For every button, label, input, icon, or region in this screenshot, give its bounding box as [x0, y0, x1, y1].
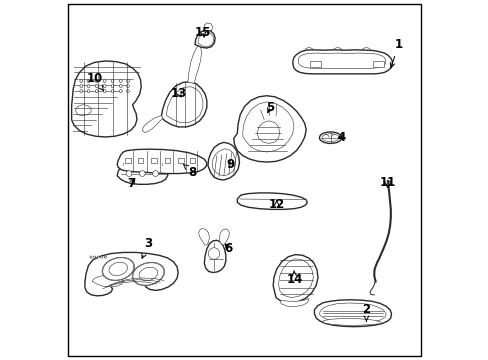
Polygon shape [273, 255, 317, 303]
Circle shape [103, 90, 106, 93]
Polygon shape [292, 50, 391, 74]
Circle shape [103, 85, 106, 87]
Circle shape [119, 85, 122, 87]
Circle shape [111, 90, 114, 93]
Polygon shape [195, 30, 215, 48]
Text: 11: 11 [379, 176, 395, 189]
Polygon shape [204, 240, 225, 273]
Circle shape [139, 171, 145, 176]
Bar [309, 60, 320, 67]
Text: 4: 4 [337, 131, 345, 144]
Polygon shape [75, 105, 91, 116]
Ellipse shape [132, 262, 164, 286]
Text: 12: 12 [268, 198, 285, 211]
Circle shape [126, 90, 129, 93]
Polygon shape [198, 32, 213, 46]
Ellipse shape [102, 258, 134, 280]
Text: 9: 9 [226, 158, 235, 171]
Circle shape [95, 85, 98, 87]
Circle shape [80, 90, 82, 93]
Polygon shape [166, 87, 203, 123]
Circle shape [119, 90, 122, 93]
Circle shape [111, 85, 114, 87]
Circle shape [208, 248, 219, 259]
Polygon shape [314, 300, 391, 327]
Polygon shape [142, 116, 163, 133]
Circle shape [93, 256, 96, 258]
Circle shape [87, 90, 90, 93]
Text: 7: 7 [127, 177, 135, 190]
Ellipse shape [319, 132, 341, 143]
Text: 8: 8 [183, 164, 196, 179]
Circle shape [126, 80, 129, 82]
Circle shape [126, 171, 132, 176]
Circle shape [90, 256, 92, 258]
Ellipse shape [321, 134, 339, 141]
Circle shape [95, 90, 98, 93]
Text: 6: 6 [224, 242, 232, 255]
Text: 13: 13 [171, 87, 187, 100]
Polygon shape [319, 303, 386, 323]
Circle shape [376, 62, 379, 65]
Polygon shape [298, 53, 385, 68]
Polygon shape [85, 252, 178, 296]
Bar [189, 158, 195, 163]
Polygon shape [204, 23, 212, 31]
Polygon shape [280, 298, 308, 307]
Bar [125, 158, 131, 163]
Text: 14: 14 [286, 270, 302, 286]
Polygon shape [237, 193, 306, 210]
Ellipse shape [108, 262, 128, 276]
Circle shape [126, 85, 129, 87]
Polygon shape [117, 149, 206, 174]
Circle shape [80, 85, 82, 87]
Polygon shape [92, 275, 123, 287]
Text: 3: 3 [142, 237, 152, 258]
Circle shape [152, 171, 158, 176]
Ellipse shape [102, 257, 134, 281]
Circle shape [119, 80, 122, 82]
Circle shape [103, 80, 106, 82]
Polygon shape [219, 229, 229, 245]
Bar [372, 60, 383, 67]
Text: 15: 15 [195, 26, 211, 39]
Circle shape [87, 85, 90, 87]
Polygon shape [72, 61, 141, 137]
Polygon shape [161, 82, 206, 127]
Polygon shape [257, 121, 279, 143]
Bar [137, 158, 143, 163]
Polygon shape [212, 149, 235, 176]
Circle shape [97, 256, 99, 258]
Polygon shape [117, 163, 167, 184]
Ellipse shape [138, 267, 158, 281]
Ellipse shape [133, 263, 163, 285]
Polygon shape [207, 142, 239, 180]
Polygon shape [323, 319, 382, 325]
Ellipse shape [109, 262, 127, 276]
Text: 1: 1 [389, 38, 402, 68]
Circle shape [104, 256, 106, 258]
Text: 5: 5 [265, 101, 274, 114]
Polygon shape [187, 45, 201, 83]
Circle shape [313, 62, 316, 65]
Polygon shape [242, 102, 293, 152]
Circle shape [111, 80, 114, 82]
Circle shape [87, 80, 90, 82]
Bar [178, 158, 183, 163]
Ellipse shape [139, 267, 157, 281]
Polygon shape [233, 96, 305, 162]
Polygon shape [278, 259, 313, 298]
Polygon shape [198, 228, 209, 245]
Bar [151, 158, 157, 163]
Text: 10: 10 [86, 72, 103, 90]
Bar [164, 158, 170, 163]
Circle shape [80, 80, 82, 82]
Circle shape [101, 256, 102, 258]
Text: 2: 2 [362, 303, 370, 321]
Circle shape [95, 80, 98, 82]
